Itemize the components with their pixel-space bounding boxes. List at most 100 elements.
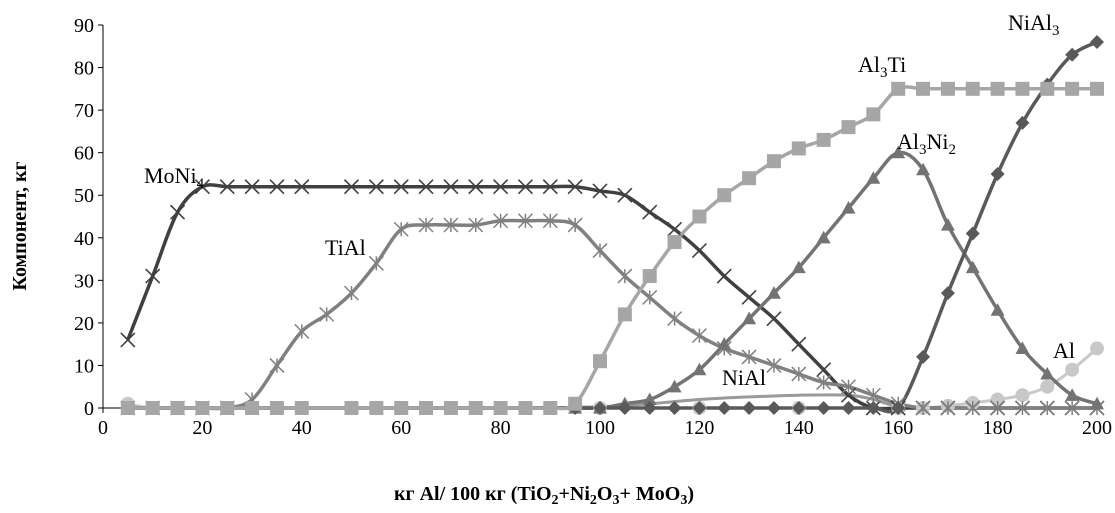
data-point-tial [965, 400, 981, 416]
data-point-nial3 [617, 401, 632, 415]
series-label-al: Al [1053, 338, 1075, 363]
series-line-al3ti [127, 85, 1097, 411]
data-point-tial [592, 243, 608, 259]
data-point-al3ti [916, 81, 931, 96]
data-point-moni4 [666, 221, 683, 237]
series-markers [120, 35, 1105, 416]
data-point-al3ti [816, 132, 831, 147]
data-point-tial [418, 217, 434, 233]
data-point-al3ti [1015, 81, 1030, 96]
data-point-tial [642, 289, 658, 305]
series-label-subscript: 3 [1052, 23, 1060, 39]
x-axis-title: кг Al/ 100 кг (TiO2+Ni2O3+ MoO3) [394, 483, 694, 508]
data-point-tial [294, 323, 310, 339]
data-point-tial [343, 285, 360, 301]
data-point-nial3 [667, 401, 682, 415]
x-axis-title-part: ) [687, 483, 694, 505]
data-point-tial [493, 213, 509, 229]
data-point-al3ni2 [1065, 388, 1080, 401]
data-point-al3ti [195, 401, 210, 415]
x-axis-title-part: +Ni [559, 483, 591, 505]
data-point-tial [542, 213, 558, 229]
series-label-text: Al [897, 129, 919, 154]
data-point-al3ti [642, 269, 657, 284]
data-point-al3ti [990, 81, 1005, 96]
data-point-nial3 [791, 401, 806, 415]
data-point-al3ti [1090, 81, 1104, 96]
data-point-nial3 [990, 166, 1005, 181]
series-label-al3ti: Al3Ti [858, 52, 906, 81]
data-point-al3ti [344, 401, 359, 415]
data-point-al3ti [692, 209, 707, 224]
y-tick-label: 60 [74, 143, 94, 165]
data-point-al3ni2 [791, 260, 806, 274]
data-point-al [1040, 379, 1055, 394]
data-point-al3ti [568, 396, 583, 411]
data-point-nial3 [593, 401, 607, 415]
y-tick-label: 80 [74, 58, 94, 80]
series-label-tial: TiAl [325, 235, 366, 260]
x-tick-label: 40 [292, 417, 312, 439]
data-point-al3ni2 [990, 303, 1005, 316]
x-tick-label: 120 [684, 417, 714, 439]
series-label-text: MoNi [144, 163, 197, 188]
series-label-subscript: 2 [949, 142, 957, 158]
data-point-al3ti [170, 401, 185, 415]
data-point-tial [691, 328, 707, 344]
data-point-nial3 [866, 401, 881, 415]
data-point-tial [816, 374, 832, 390]
x-axis-ticks: 0 20 40 60 80 100 120 140 160 180 200 [98, 408, 1112, 439]
data-point-moni4 [393, 179, 409, 195]
data-point-nial3 [642, 401, 657, 415]
data-point-al3ti [518, 401, 533, 415]
data-point-moni4 [219, 179, 235, 195]
data-point-nial3 [965, 226, 980, 241]
data-point-al3ti [965, 81, 980, 96]
data-point-moni4 [716, 268, 732, 284]
data-point-moni4 [145, 268, 161, 284]
data-point-moni4 [244, 179, 260, 195]
data-point-al3ti [493, 401, 508, 415]
series-label-text: TiAl [325, 235, 366, 260]
data-point-moni4 [542, 179, 558, 195]
data-point-al3ni2 [742, 311, 757, 325]
data-point-al3ni2 [766, 286, 781, 299]
data-point-nial3 [717, 401, 732, 415]
data-point-moni4 [816, 362, 832, 378]
data-point-nial3 [841, 401, 856, 415]
series-label-text: NiAl [722, 365, 766, 390]
series-label-text: NiAl [1008, 10, 1052, 35]
data-point-nial3 [816, 401, 831, 415]
data-point-moni4 [368, 179, 384, 195]
data-point-nial3 [891, 401, 906, 415]
data-point-al3ti [443, 401, 458, 415]
data-point-nial3 [916, 349, 931, 364]
data-point-al [1015, 388, 1030, 403]
data-point-al [1065, 362, 1080, 377]
x-axis-title-sub: 3 [612, 493, 619, 508]
data-point-nial3 [766, 401, 781, 415]
data-point-al [990, 392, 1005, 407]
y-tick-label: 50 [74, 185, 94, 207]
y-tick-label: 90 [74, 15, 94, 37]
data-point-al3ni2 [816, 230, 831, 244]
series-label-subscript: 3 [919, 142, 927, 158]
data-point-moni4 [169, 204, 186, 220]
data-point-al3ti [617, 307, 632, 322]
data-point-tial [393, 221, 409, 237]
series-label-al3ni2: Al3Ni2 [897, 129, 956, 158]
series-line-al [127, 347, 1098, 410]
data-point-al3ni2 [692, 362, 707, 376]
data-point-tial [915, 400, 931, 416]
data-point-tial [1064, 400, 1080, 416]
data-point-nial3 [1015, 115, 1030, 130]
data-point-tial [741, 349, 757, 365]
data-point-moni4 [642, 204, 658, 220]
data-point-al3ti [294, 401, 309, 415]
y-tick-label: 30 [74, 270, 94, 292]
data-point-moni4 [691, 242, 707, 259]
series-label-text: Ti [888, 52, 907, 77]
series-label-nial3: NiAl3 [1008, 10, 1060, 39]
x-axis-title-sub: 2 [590, 493, 597, 508]
